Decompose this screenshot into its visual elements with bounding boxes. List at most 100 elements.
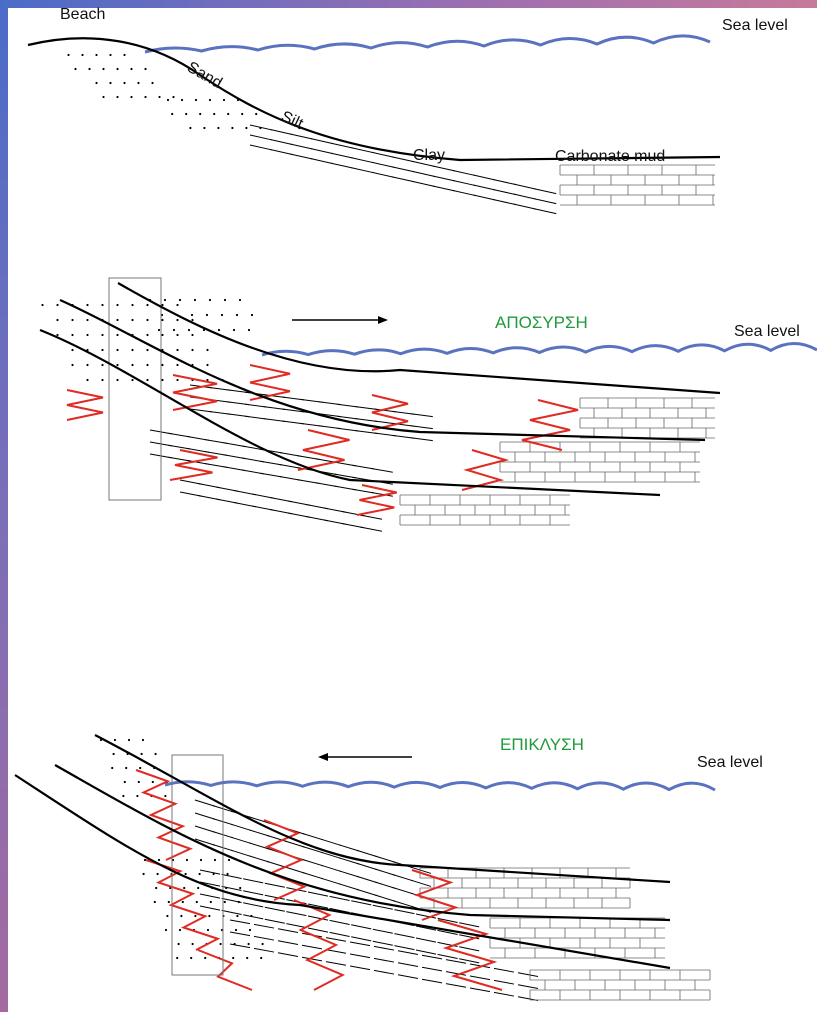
clay-dash xyxy=(422,955,442,959)
sand-dot xyxy=(178,943,180,945)
clay-dash xyxy=(243,891,263,895)
clay-dash xyxy=(243,903,263,907)
sand-dot xyxy=(260,957,262,959)
clay-dash xyxy=(518,973,538,977)
sand-dot xyxy=(141,753,143,755)
sand-dot xyxy=(190,957,192,959)
clay-dash xyxy=(422,979,442,983)
sand-dot xyxy=(109,54,111,56)
clay-dash xyxy=(351,925,371,929)
sand-dot xyxy=(185,113,187,115)
sand-dot xyxy=(74,68,76,70)
sand-dot xyxy=(95,54,97,56)
sand-dot xyxy=(86,304,88,306)
sand-dot xyxy=(194,299,196,301)
sand-dot xyxy=(231,127,233,129)
sand-dot xyxy=(194,915,196,917)
sand-dot xyxy=(131,319,133,321)
sand-dot xyxy=(161,319,163,321)
sand-dot xyxy=(56,304,58,306)
sand-dot xyxy=(173,329,175,331)
clay-dash xyxy=(352,158,374,163)
sand-dot xyxy=(180,915,182,917)
sand-dot xyxy=(223,99,225,101)
clay-dash xyxy=(222,874,242,878)
sand-dot xyxy=(164,795,166,797)
clay-dash xyxy=(374,958,394,962)
facies-boundary xyxy=(294,900,343,990)
clay-dash xyxy=(422,967,442,971)
clay-dash xyxy=(411,880,431,886)
sand-dot xyxy=(227,873,229,875)
clay-dash xyxy=(302,945,322,949)
sand-dot xyxy=(101,379,103,381)
sand-dot xyxy=(71,334,73,336)
arrow-head xyxy=(318,753,328,761)
sand-dot xyxy=(248,943,250,945)
clay-dash xyxy=(243,915,263,919)
clay-dash xyxy=(195,826,215,832)
clay-dash xyxy=(285,867,305,873)
sand-dot xyxy=(255,113,257,115)
sand-dot xyxy=(101,364,103,366)
sea-surface xyxy=(262,343,817,355)
sand-dot xyxy=(67,54,69,56)
clay-dash xyxy=(446,960,466,964)
sand-dot xyxy=(102,96,104,98)
clay-dash xyxy=(398,975,418,979)
clay-dash xyxy=(534,189,556,194)
sand-dot xyxy=(189,127,191,129)
sand-dot xyxy=(236,314,238,316)
facies-boundary xyxy=(67,390,103,420)
clay-dash xyxy=(326,950,346,954)
sand-dot xyxy=(220,943,222,945)
sand-dot xyxy=(116,364,118,366)
decoration xyxy=(41,36,817,1001)
clay-dash xyxy=(473,185,495,190)
clay-dash xyxy=(222,910,242,914)
sand-dot xyxy=(179,929,181,931)
clay-dash xyxy=(473,195,495,200)
sand-dot xyxy=(213,113,215,115)
sand-dot xyxy=(109,82,111,84)
sand-dot xyxy=(217,127,219,129)
sand-dot xyxy=(101,304,103,306)
sand-dot xyxy=(86,364,88,366)
clay-dash xyxy=(534,199,556,204)
clay-dash xyxy=(373,941,393,945)
page: Beach Sea level Sand Silt Clay Carbonate… xyxy=(0,0,817,1012)
sand-dot xyxy=(155,887,157,889)
clay-dash xyxy=(321,865,341,871)
clay-dash xyxy=(254,924,274,928)
sand-dot xyxy=(146,379,148,381)
sand-dot xyxy=(41,304,43,306)
sand-dot xyxy=(196,901,198,903)
sand-dot xyxy=(146,334,148,336)
clay-dash xyxy=(200,894,220,898)
sand-dot xyxy=(113,753,115,755)
clay-dash xyxy=(393,875,413,881)
clay-dash xyxy=(374,970,394,974)
clay-dash xyxy=(270,140,292,145)
sand-dot xyxy=(197,887,199,889)
clay-dash xyxy=(357,876,377,882)
clay-dash xyxy=(250,145,272,150)
clay-dash xyxy=(438,954,458,958)
sand-dot xyxy=(207,929,209,931)
sand-dot xyxy=(155,753,157,755)
clay-dash xyxy=(446,984,466,988)
sand-dot xyxy=(209,299,211,301)
sand-dot xyxy=(186,859,188,861)
clay-dash xyxy=(433,166,455,171)
clay-dash xyxy=(453,181,475,186)
diagram: Beach Sea level Sand Silt Clay Carbonate… xyxy=(0,0,817,1012)
sand-dot xyxy=(116,96,118,98)
sand-dot xyxy=(249,929,251,931)
sand-dot xyxy=(158,329,160,331)
clay-dash xyxy=(372,172,394,177)
clay-dash xyxy=(311,139,333,144)
clay-dash xyxy=(392,157,414,162)
clay-dash xyxy=(433,176,455,181)
clay-dash xyxy=(308,928,328,932)
sand-dot xyxy=(56,334,58,336)
